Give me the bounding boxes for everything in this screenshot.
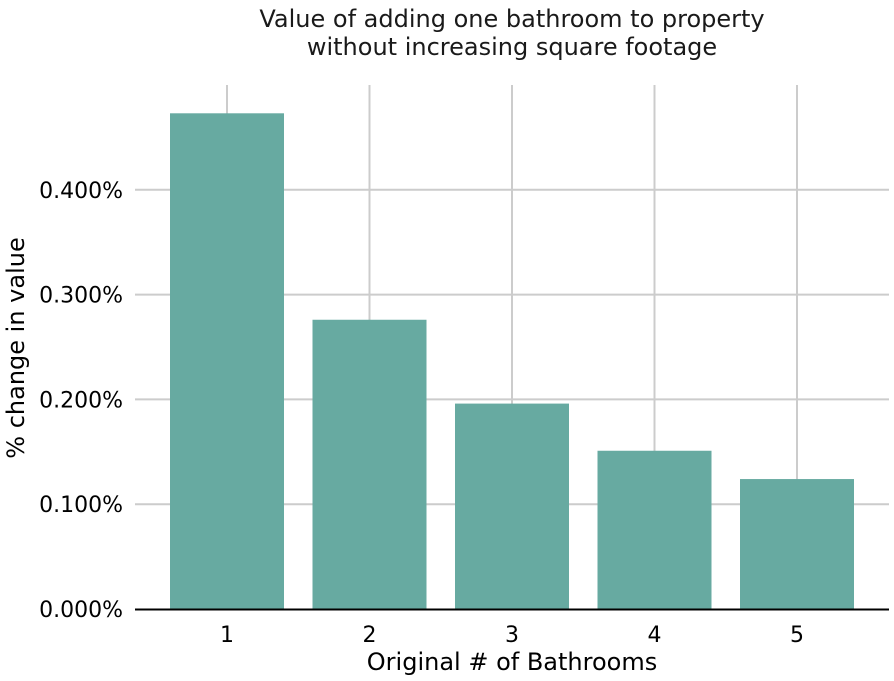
y-tick-label: 0.000% (39, 598, 123, 623)
bar (740, 479, 854, 609)
y-tick-labels: 0.000% 0.100% 0.200% 0.300% 0.400% (39, 179, 123, 623)
y-tick-label: 0.200% (39, 388, 123, 413)
x-tick-label: 3 (505, 623, 519, 648)
bar (312, 319, 427, 609)
y-tick-label: 0.400% (39, 179, 123, 204)
chart-title: Value of adding one bathroom to property… (259, 5, 764, 61)
bar (597, 450, 712, 609)
y-tick-label: 0.100% (39, 493, 123, 518)
x-tick-label: 5 (790, 623, 804, 648)
bar (170, 113, 284, 610)
chart-title-line-1: Value of adding one bathroom to property (259, 5, 764, 33)
chart-title-line-2: without increasing square footage (307, 33, 717, 61)
x-tick-label: 1 (220, 623, 234, 648)
y-axis-label: % change in value (2, 237, 30, 458)
x-tick-labels: 1 2 3 4 5 (220, 623, 804, 648)
bars (170, 113, 854, 610)
x-tick-label: 4 (648, 623, 662, 648)
bar (455, 403, 569, 609)
x-tick-label: 2 (363, 623, 377, 648)
y-tick-label: 0.300% (39, 284, 123, 309)
x-axis-label: Original # of Bathrooms (367, 648, 657, 676)
